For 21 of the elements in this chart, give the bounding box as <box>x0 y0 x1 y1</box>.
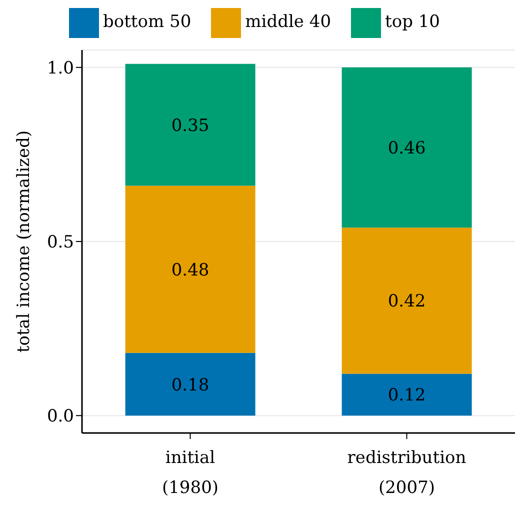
bar <box>342 228 472 374</box>
data-label: 0.12 <box>388 386 426 406</box>
legend-label: middle 40 <box>245 12 332 32</box>
y-tick-label: 0.0 <box>46 406 74 427</box>
bar <box>125 352 256 416</box>
x-tick-label: initial (1980) <box>162 448 219 498</box>
data-label: 0.48 <box>171 260 210 280</box>
y-axis-title: total income (normalized) <box>14 130 34 353</box>
x-tick-label: redistribution (2007) <box>347 448 466 498</box>
bar <box>342 67 472 228</box>
data-label: 0.18 <box>171 375 210 396</box>
y-tick-label: 1.0 <box>46 58 74 78</box>
data-label: 0.46 <box>388 138 426 159</box>
legend-label: top 10 <box>385 12 440 32</box>
data-label: 0.42 <box>388 292 426 312</box>
bar <box>342 374 472 416</box>
bar <box>125 186 256 353</box>
bar <box>125 64 256 186</box>
y-tick-label: 0.5 <box>46 232 74 253</box>
data-label: 0.35 <box>171 116 210 136</box>
legend-label: bottom 50 <box>102 12 192 32</box>
